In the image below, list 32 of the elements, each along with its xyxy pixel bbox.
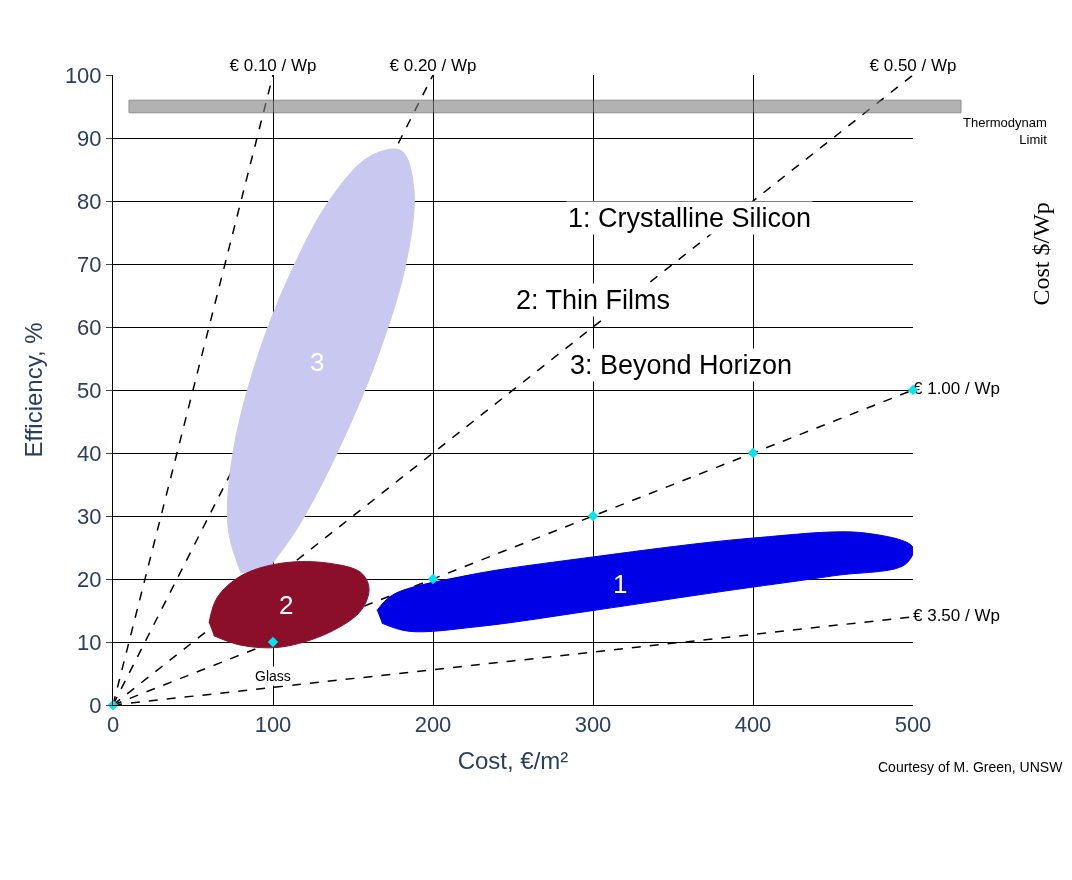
y-tick-label: 40 bbox=[77, 440, 102, 466]
y-tick-label: 90 bbox=[77, 125, 102, 151]
annotation: 1: Crystalline Silicon bbox=[568, 203, 812, 233]
text: Cost $/Wp bbox=[1027, 202, 1054, 306]
series-label: € 0.20 / Wp bbox=[389, 55, 477, 75]
x-tick-label: 100 bbox=[254, 712, 292, 738]
x-tick-label: 200 bbox=[414, 712, 452, 738]
y-tick-label: 10 bbox=[77, 629, 102, 655]
series-label: € 0.50 / Wp bbox=[869, 55, 957, 75]
x-axis-title: Cost, €/m² bbox=[457, 746, 569, 774]
x-tick-label: 0 bbox=[106, 712, 120, 738]
annotation: 2: Thin Films bbox=[516, 285, 671, 315]
y-tick-label: 70 bbox=[77, 251, 102, 277]
series-label: 1 bbox=[613, 569, 628, 599]
x-tick-label: 300 bbox=[574, 712, 612, 738]
y-tick-label: 0 bbox=[89, 692, 102, 718]
annotation: 3: Beyond Horizon bbox=[570, 350, 793, 380]
series-label: € 0.10 / Wp bbox=[229, 55, 317, 75]
y-tick-label: 50 bbox=[77, 377, 102, 403]
y-tick-label: 80 bbox=[77, 188, 102, 214]
x-tick-label: 500 bbox=[894, 712, 932, 738]
band-label: Thermodynam Limit bbox=[963, 115, 1048, 147]
series-label: 2 bbox=[279, 590, 294, 620]
series-label: € 3.50 / Wp bbox=[913, 606, 1000, 626]
y-tick-label: 30 bbox=[77, 503, 102, 529]
y-tick-label: 20 bbox=[77, 566, 102, 592]
y-tick-label: 100 bbox=[64, 62, 102, 88]
x-tick-label: 400 bbox=[734, 712, 772, 738]
text: Courtesy of M. Green, UNSW bbox=[878, 759, 1064, 775]
y-tick-label: 60 bbox=[77, 314, 102, 340]
y-axis-title: Efficiency, % bbox=[19, 322, 47, 458]
annotation: Glass bbox=[255, 668, 291, 684]
